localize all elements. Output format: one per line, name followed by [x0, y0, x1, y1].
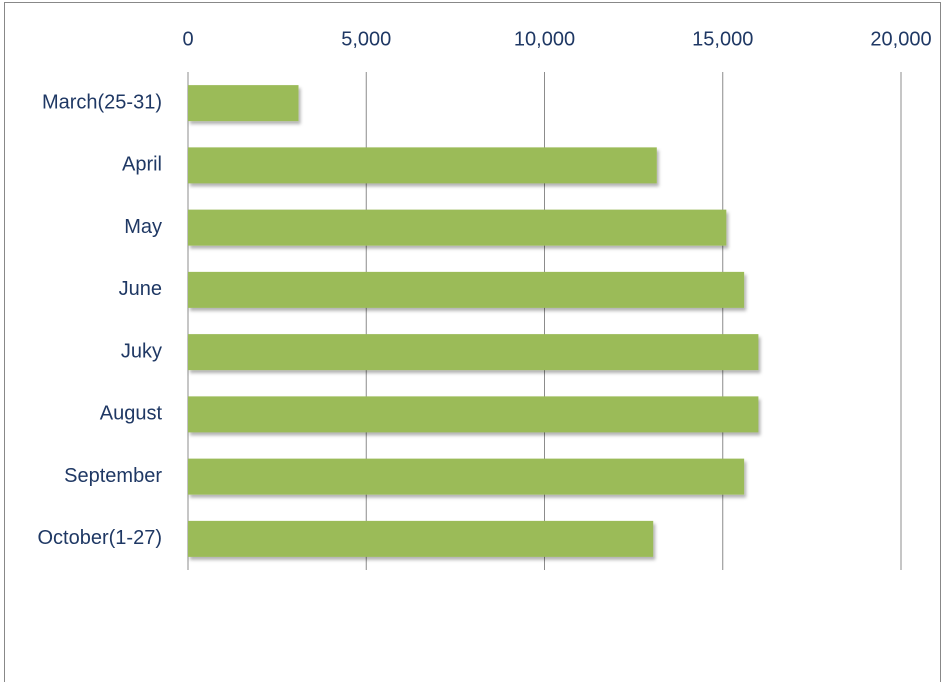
x-tick-label: 0 — [182, 28, 193, 50]
bar — [188, 334, 759, 371]
bar — [188, 458, 745, 495]
y-tick-label: Juky — [121, 340, 162, 362]
x-tick-label: 15,000 — [692, 28, 753, 50]
bar — [188, 85, 299, 122]
bar — [188, 396, 759, 433]
bar — [188, 209, 727, 246]
y-tick-label: October(1-27) — [38, 527, 163, 549]
y-tick-label: April — [122, 154, 162, 176]
y-tick-label: March(25-31) — [42, 91, 162, 113]
y-tick-label: May — [124, 216, 162, 238]
y-tick-label: September — [64, 465, 162, 487]
bar — [188, 271, 745, 308]
chart-border — [4, 2, 941, 682]
x-tick-label: 10,000 — [514, 28, 575, 50]
bar — [188, 520, 654, 557]
y-tick-label: June — [119, 278, 162, 300]
bar — [188, 147, 657, 184]
x-tick-label: 5,000 — [341, 28, 391, 50]
y-tick-label: August — [100, 403, 163, 425]
x-tick-label: 20,000 — [870, 28, 931, 50]
